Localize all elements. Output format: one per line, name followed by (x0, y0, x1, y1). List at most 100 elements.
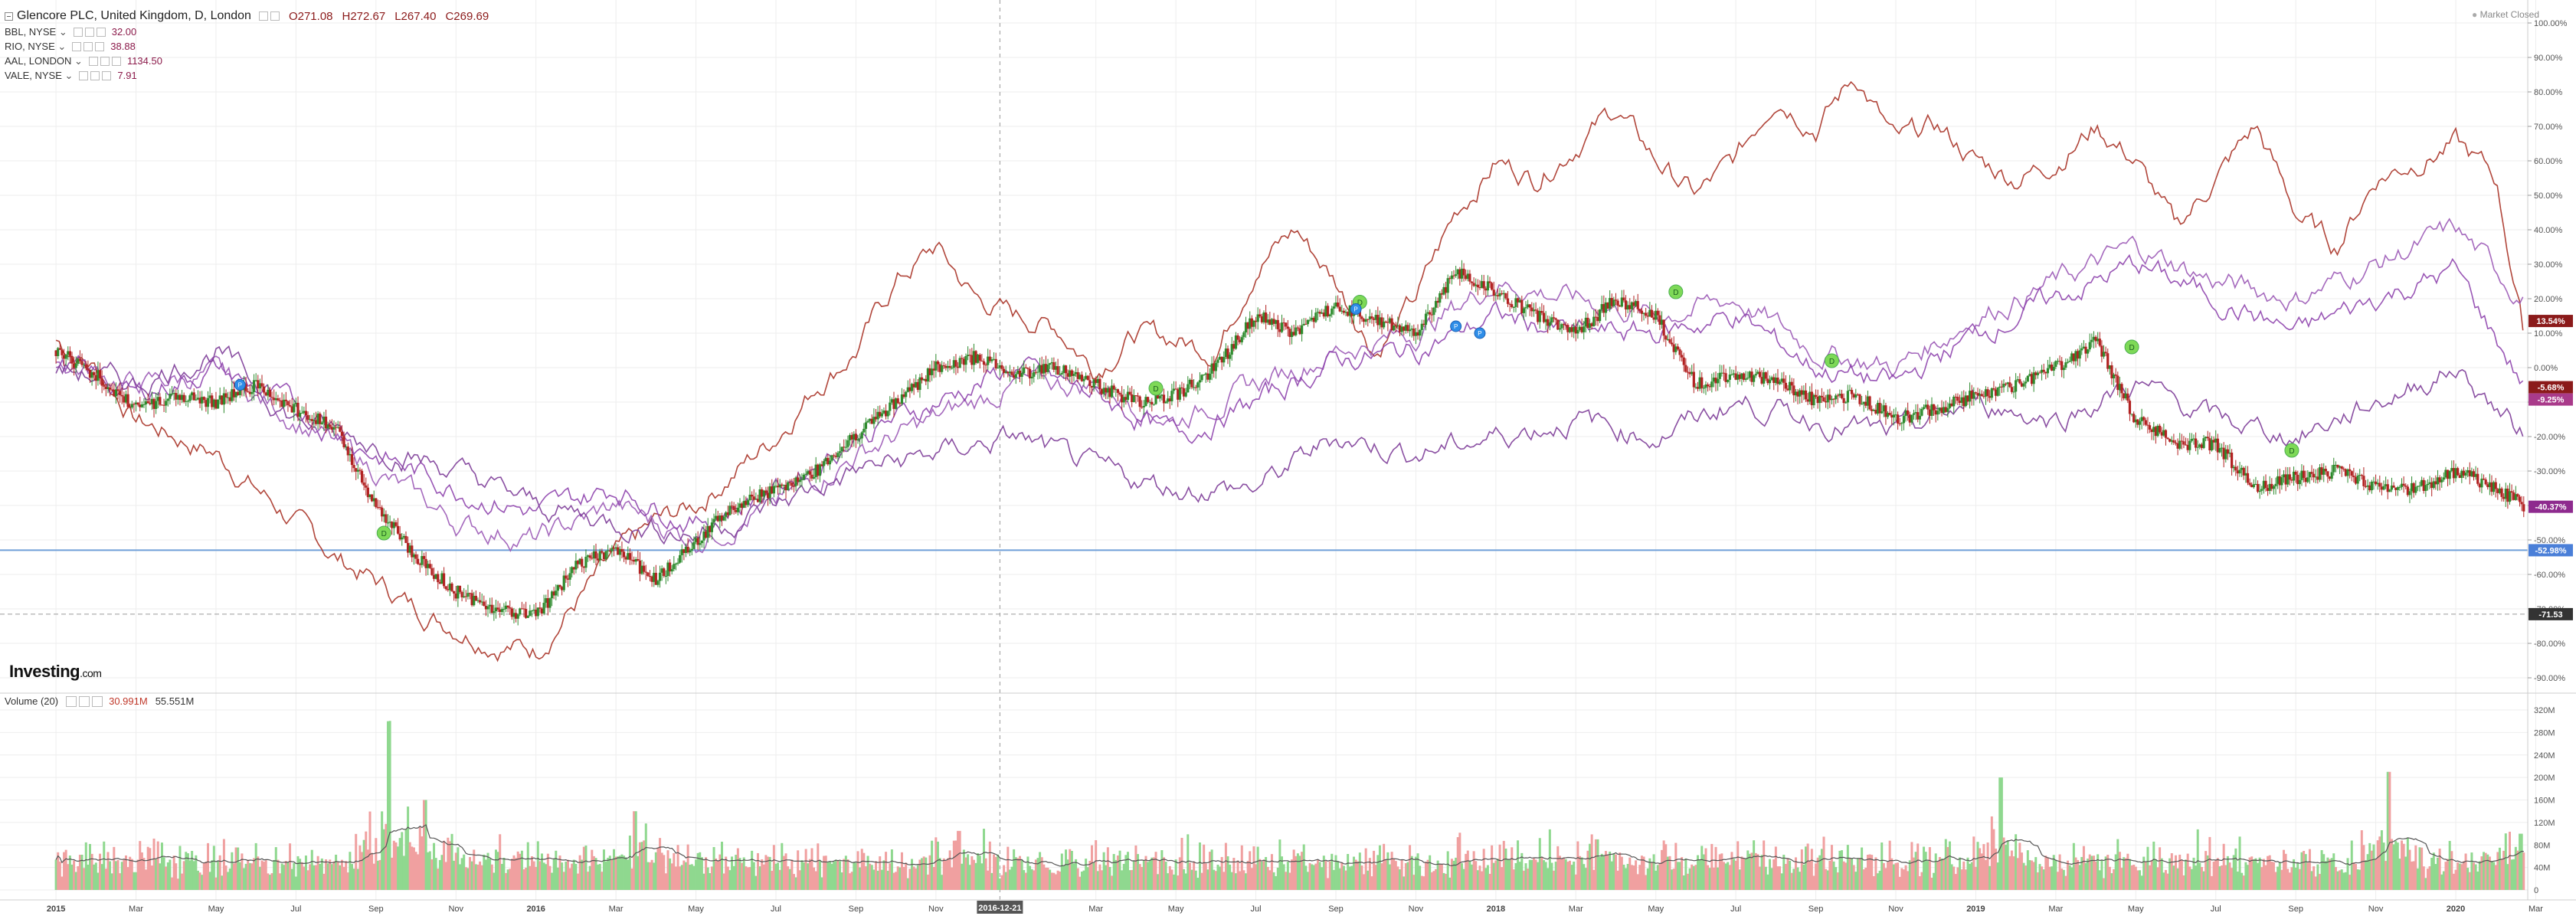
hide-icon[interactable] (79, 695, 90, 707)
volume-bar (2088, 854, 2091, 890)
volume-bar (1052, 872, 1056, 890)
volume-bar (2044, 855, 2047, 890)
candle-body (124, 394, 128, 403)
volume-bar (1606, 854, 1609, 890)
candle-body (2296, 474, 2299, 485)
candle-body (784, 485, 787, 491)
volume-bar (109, 861, 112, 890)
volume-bar (798, 870, 801, 890)
candle-body (794, 477, 797, 486)
close-icon[interactable] (96, 27, 106, 37)
volume-bar (1550, 862, 1553, 890)
candle-body (1632, 302, 1635, 306)
settings-icon[interactable] (66, 695, 77, 707)
volume-bar (2522, 852, 2525, 890)
volume-bar (1245, 873, 1248, 890)
dropdown-icon[interactable]: ⌄ (54, 40, 67, 52)
price-tag (2529, 607, 2573, 620)
settings-icon[interactable] (79, 70, 89, 80)
hide-icon[interactable] (100, 56, 110, 66)
volume-bar (2224, 865, 2227, 890)
volume-bar (1393, 858, 1396, 890)
volume-bar (653, 862, 656, 890)
close-icon[interactable] (92, 695, 103, 707)
volume-bar (1800, 849, 1803, 890)
close-icon[interactable] (111, 56, 121, 66)
candle-body (1692, 371, 1695, 388)
volume-bar (2264, 865, 2267, 890)
candle-body (1128, 391, 1131, 394)
hide-icon[interactable] (84, 27, 94, 37)
candle-body (182, 394, 185, 402)
volume-bar (510, 859, 513, 890)
settings-icon[interactable] (88, 56, 98, 66)
volume-bar (1563, 857, 1566, 890)
price-tag-label: -71.53 (2538, 610, 2562, 620)
price-tag (2529, 393, 2573, 406)
volume-bar (1478, 865, 1481, 890)
candle-body (804, 473, 807, 475)
y-tick-label: 30.00% (2534, 260, 2563, 270)
volume-bar (2144, 861, 2147, 890)
candle-body (2002, 383, 2005, 388)
candle-body (1774, 378, 1777, 384)
candle-body (58, 348, 61, 350)
volume-bar (1666, 856, 1669, 890)
candle-body (216, 399, 220, 409)
hide-icon[interactable] (90, 70, 100, 80)
volume-bar (1029, 865, 1032, 890)
candle-body (2316, 476, 2319, 480)
candle-body (2416, 486, 2420, 487)
dropdown-icon[interactable]: ⌄ (71, 54, 83, 67)
volume-bar (1806, 843, 1809, 890)
price-tag-label: -9.25% (2538, 396, 2565, 405)
volume-bar (1832, 861, 1835, 890)
candle-body (1552, 317, 1556, 319)
volume-bar (1410, 855, 1413, 890)
volume-bar (329, 859, 332, 890)
volume-bar (1655, 870, 1658, 890)
dropdown-icon[interactable]: ⌄ (61, 69, 74, 81)
volume-bar (2234, 848, 2237, 890)
candle-body (1162, 394, 1166, 404)
candle-body (2422, 479, 2425, 491)
candle-body (643, 565, 646, 572)
y-tick-label: -30.00% (2534, 467, 2565, 476)
legend-item-aal[interactable]: AAL, LONDON ⌄ 1134.50 (5, 54, 489, 68)
settings-icon[interactable] (258, 11, 268, 21)
legend-item-vale[interactable]: VALE, NYSE ⌄ 7.91 (5, 68, 489, 83)
hide-icon[interactable] (270, 11, 280, 21)
volume-bar (2474, 864, 2477, 890)
candle-body (746, 500, 750, 505)
candle-body (2470, 471, 2473, 476)
legend-value: 1134.50 (126, 55, 162, 67)
candle-body (1586, 317, 1589, 329)
volume-bar (1018, 855, 1021, 890)
candle-body (1688, 371, 1691, 375)
volume-bar (1223, 872, 1226, 890)
candle-body (1254, 320, 1258, 322)
volume-bar (346, 872, 349, 890)
volume-bar (571, 863, 574, 890)
candle-body (1584, 317, 1587, 327)
legend-item-rio[interactable]: RIO, NYSE ⌄ 38.88 (5, 39, 489, 54)
candle-body (1177, 389, 1180, 400)
volume-bar (1681, 857, 1684, 890)
volume-bar (1776, 866, 1779, 890)
volume-bar (574, 864, 578, 890)
volume-bar (712, 846, 715, 890)
close-icon[interactable] (102, 70, 112, 80)
volume-bar (519, 853, 522, 890)
legend-item-bbl[interactable]: BBL, NYSE ⌄ 32.00 (5, 25, 489, 39)
volume-bar (2106, 855, 2110, 890)
volume-bar (231, 852, 234, 890)
collapse-icon[interactable] (5, 11, 13, 21)
settings-icon[interactable] (73, 27, 83, 37)
candle-body (912, 384, 915, 388)
dropdown-icon[interactable]: ⌄ (56, 25, 67, 38)
settings-icon[interactable] (72, 41, 82, 51)
volume-bar (280, 863, 283, 890)
volume-bar (1522, 870, 1525, 890)
hide-icon[interactable] (83, 41, 93, 51)
close-icon[interactable] (95, 41, 105, 51)
